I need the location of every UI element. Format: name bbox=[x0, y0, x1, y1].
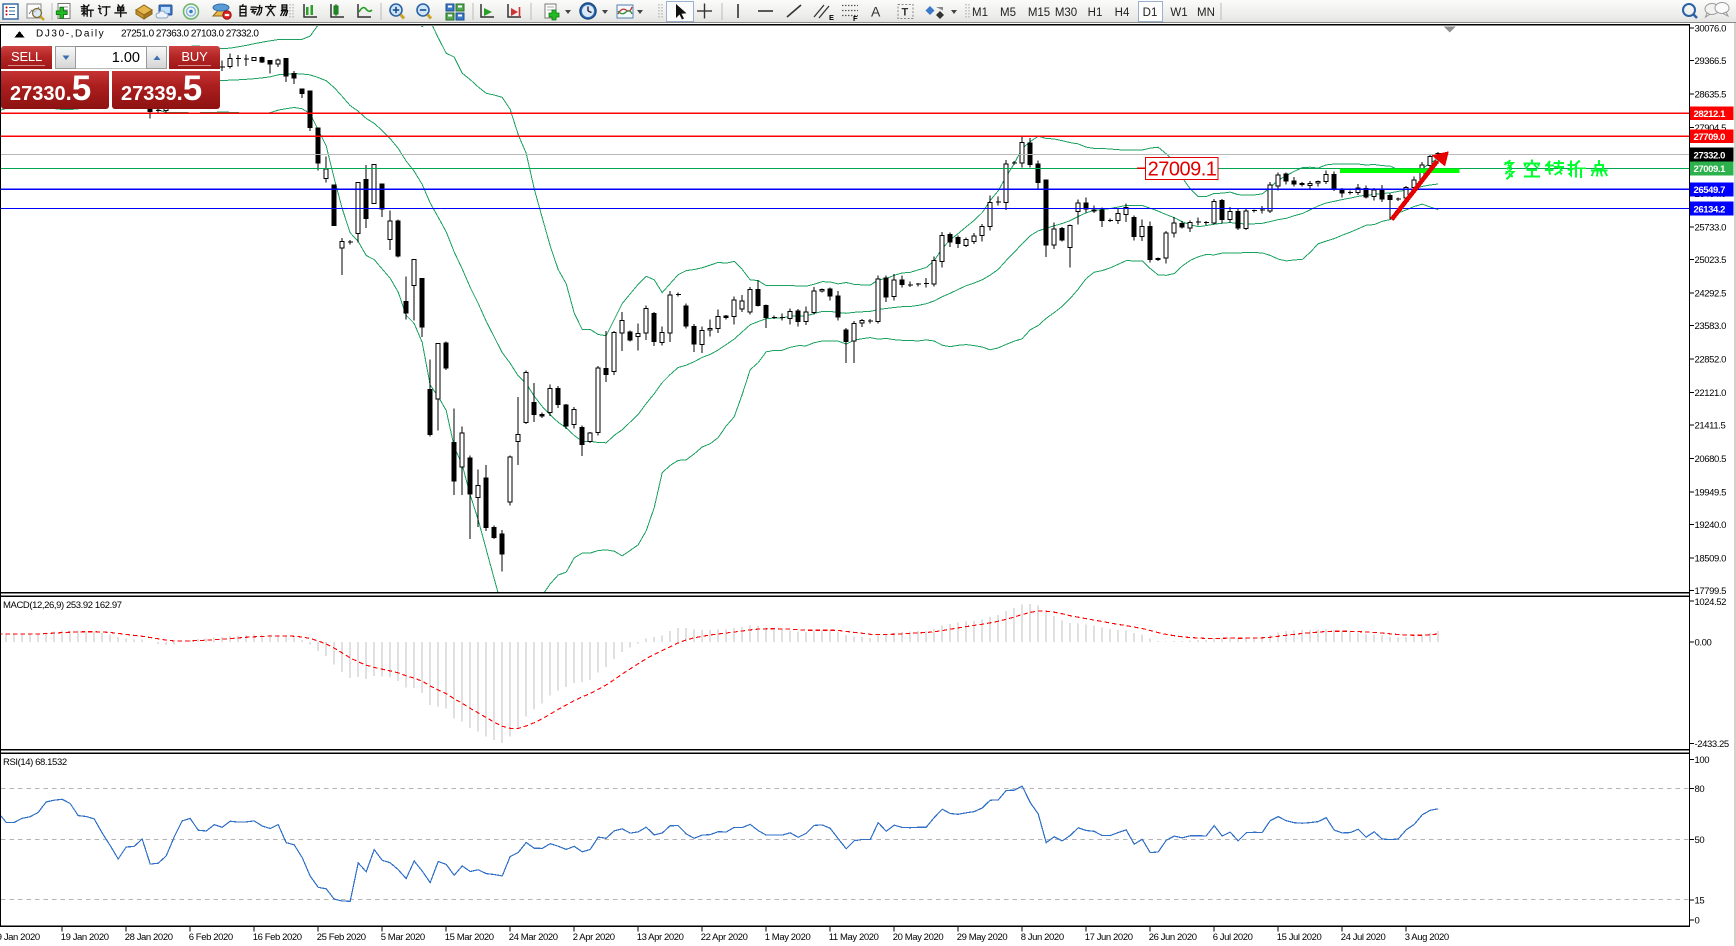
svg-text:M30: M30 bbox=[1055, 7, 1077, 19]
svg-text:26 Jun 2020: 26 Jun 2020 bbox=[1149, 932, 1197, 943]
svg-text:22 Apr 2020: 22 Apr 2020 bbox=[701, 932, 748, 943]
svg-text:1024.52: 1024.52 bbox=[1695, 597, 1727, 608]
svg-text:19949.5: 19949.5 bbox=[1695, 487, 1727, 498]
svg-text:6 Feb 2020: 6 Feb 2020 bbox=[189, 932, 233, 943]
svg-text:F: F bbox=[853, 14, 858, 23]
svg-text:3 Aug 2020: 3 Aug 2020 bbox=[1405, 932, 1449, 943]
svg-text:19 Jan 2020: 19 Jan 2020 bbox=[61, 932, 109, 943]
svg-text:25733.0: 25733.0 bbox=[1695, 223, 1727, 234]
svg-text:2 Apr 2020: 2 Apr 2020 bbox=[573, 932, 615, 943]
svg-text:17799.5: 17799.5 bbox=[1695, 586, 1727, 597]
svg-text:28635.5: 28635.5 bbox=[1695, 90, 1727, 101]
svg-text:0: 0 bbox=[1695, 915, 1700, 926]
svg-text:15 Mar 2020: 15 Mar 2020 bbox=[445, 932, 494, 943]
svg-text:5 Mar 2020: 5 Mar 2020 bbox=[381, 932, 425, 943]
svg-text:25023.5: 25023.5 bbox=[1695, 255, 1727, 266]
svg-text:28212.1: 28212.1 bbox=[1694, 109, 1727, 120]
svg-text:11 May 2020: 11 May 2020 bbox=[829, 932, 879, 943]
svg-text:24 Jul 2020: 24 Jul 2020 bbox=[1341, 932, 1386, 943]
svg-text:15: 15 bbox=[1695, 896, 1705, 907]
svg-text:21411.5: 21411.5 bbox=[1695, 420, 1726, 431]
svg-text:27709.0: 27709.0 bbox=[1694, 132, 1726, 143]
svg-text:16 Feb 2020: 16 Feb 2020 bbox=[253, 932, 302, 943]
svg-text:20 May 2020: 20 May 2020 bbox=[893, 932, 944, 943]
svg-text:24292.5: 24292.5 bbox=[1695, 289, 1727, 300]
svg-text:27009.1: 27009.1 bbox=[1148, 159, 1217, 181]
svg-text:27251.0 27363.0 27103.0 27332.: 27251.0 27363.0 27103.0 27332.0 bbox=[121, 29, 259, 40]
svg-text:100: 100 bbox=[1695, 755, 1710, 766]
svg-text:0.00: 0.00 bbox=[1695, 638, 1712, 649]
svg-text:M1: M1 bbox=[972, 7, 988, 19]
svg-text:DJ30-,Daily: DJ30-,Daily bbox=[36, 29, 105, 40]
svg-text:13 Apr 2020: 13 Apr 2020 bbox=[637, 932, 684, 943]
svg-text:27904.5: 27904.5 bbox=[1695, 123, 1727, 134]
svg-text:27332.0: 27332.0 bbox=[1694, 150, 1726, 161]
svg-text:29366.5: 29366.5 bbox=[1695, 56, 1727, 67]
svg-text:28 Jan 2020: 28 Jan 2020 bbox=[125, 932, 173, 943]
svg-text:D1: D1 bbox=[1143, 7, 1158, 19]
svg-text:19240.0: 19240.0 bbox=[1695, 520, 1727, 531]
svg-text:80: 80 bbox=[1695, 784, 1705, 795]
svg-text:RSI(14) 68.1532: RSI(14) 68.1532 bbox=[3, 757, 67, 768]
svg-text:T: T bbox=[902, 7, 909, 19]
svg-text:15 Jul 2020: 15 Jul 2020 bbox=[1277, 932, 1322, 943]
svg-text:A: A bbox=[871, 4, 881, 20]
svg-text:22121.0: 22121.0 bbox=[1695, 388, 1727, 399]
svg-text:6 Jul 2020: 6 Jul 2020 bbox=[1213, 932, 1253, 943]
svg-text:MACD(12,26,9) 253.92 162.97: MACD(12,26,9) 253.92 162.97 bbox=[3, 600, 122, 611]
svg-text:20680.5: 20680.5 bbox=[1695, 454, 1727, 465]
svg-text:30076.0: 30076.0 bbox=[1695, 24, 1727, 35]
svg-text:29 May 2020: 29 May 2020 bbox=[957, 932, 1008, 943]
svg-text:26134.2: 26134.2 bbox=[1694, 204, 1726, 215]
svg-text:24 Mar 2020: 24 Mar 2020 bbox=[509, 932, 558, 943]
svg-text:23583.0: 23583.0 bbox=[1695, 321, 1727, 332]
svg-text:M15: M15 bbox=[1028, 7, 1050, 19]
svg-text:26549.7: 26549.7 bbox=[1694, 185, 1726, 196]
svg-text:50: 50 bbox=[1695, 835, 1705, 846]
svg-text:18509.0: 18509.0 bbox=[1695, 553, 1727, 564]
svg-text:22852.0: 22852.0 bbox=[1695, 355, 1727, 366]
svg-text:E: E bbox=[829, 13, 834, 22]
svg-text:8 Jun 2020: 8 Jun 2020 bbox=[1021, 932, 1064, 943]
svg-text:9 Jan 2020: 9 Jan 2020 bbox=[0, 932, 40, 943]
svg-text:M5: M5 bbox=[1000, 7, 1016, 19]
svg-text:W1: W1 bbox=[1170, 7, 1187, 19]
svg-text:MN: MN bbox=[1197, 7, 1215, 19]
svg-text:1 May 2020: 1 May 2020 bbox=[765, 932, 811, 943]
svg-text:H4: H4 bbox=[1115, 7, 1130, 19]
svg-text:H1: H1 bbox=[1088, 7, 1103, 19]
svg-text:27009.1: 27009.1 bbox=[1694, 164, 1727, 175]
svg-text:25 Feb 2020: 25 Feb 2020 bbox=[317, 932, 366, 943]
svg-text:-2433.25: -2433.25 bbox=[1695, 739, 1729, 750]
svg-text:17 Jun 2020: 17 Jun 2020 bbox=[1085, 932, 1133, 943]
